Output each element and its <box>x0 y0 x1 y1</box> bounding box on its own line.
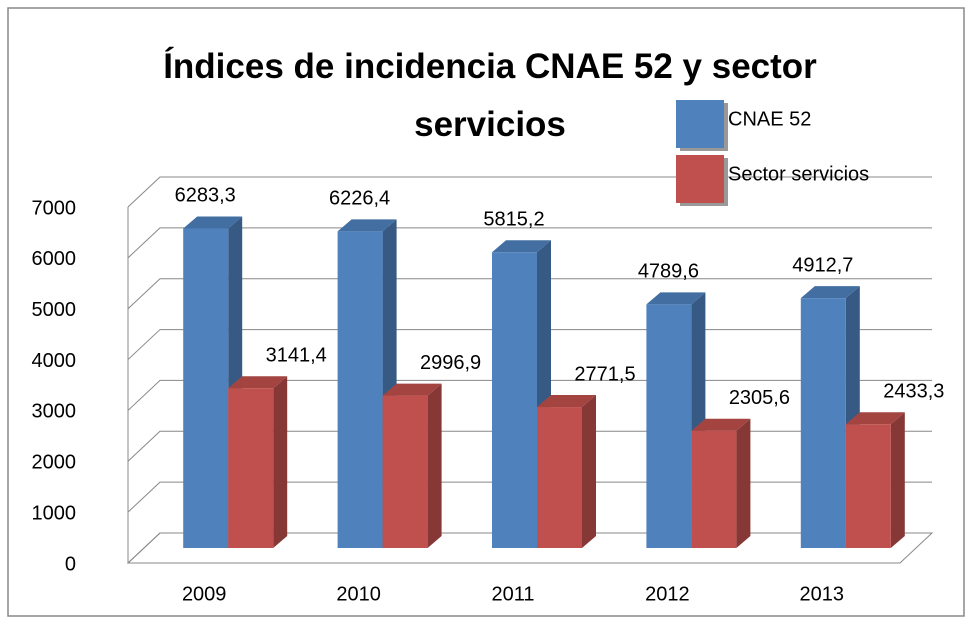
x-tick-label: 2012 <box>645 583 690 605</box>
x-tick-label: 2010 <box>336 583 381 605</box>
legend-label: CNAE 52 <box>728 108 811 130</box>
plot-area: 0 1000 2000 3000 4000 5000 6000 7000 2009 6283,3 3… <box>32 176 944 605</box>
bar-top <box>337 219 397 232</box>
bar-front <box>537 407 582 548</box>
bar-top <box>183 216 243 229</box>
y-tick-label: 0 <box>65 553 76 575</box>
bar-top <box>537 395 596 408</box>
data-label: 2305,6 <box>729 387 790 409</box>
bar-front <box>646 304 692 548</box>
data-label: 6226,4 <box>329 188 390 210</box>
data-label: 3141,4 <box>266 345 327 367</box>
data-label: 4789,6 <box>638 261 699 283</box>
bar-front <box>845 424 891 548</box>
legend-swatch <box>676 100 724 148</box>
bar-top <box>646 292 706 305</box>
grid-line <box>127 176 932 208</box>
bar-top <box>492 240 551 253</box>
y-tick-label: 5000 <box>32 299 77 321</box>
bar-side <box>890 412 905 548</box>
data-label: 2433,3 <box>883 381 944 403</box>
bar <box>382 383 442 548</box>
bar <box>228 376 288 548</box>
y-tick-label: 2000 <box>32 452 77 474</box>
y-tick-label: 3000 <box>32 401 77 423</box>
y-tick-label: 1000 <box>32 502 77 524</box>
bar-top <box>691 418 751 431</box>
bar-front <box>228 388 274 548</box>
grid-line <box>127 278 932 310</box>
data-label: 4912,7 <box>792 254 853 276</box>
data-label: 5815,2 <box>483 209 544 231</box>
y-tick-label: 6000 <box>32 248 77 270</box>
x-tick-label: 2011 <box>491 583 534 605</box>
bar <box>845 412 905 548</box>
x-tick-label: 2009 <box>182 583 227 605</box>
bar <box>691 418 751 548</box>
data-label: 2771,5 <box>574 363 635 385</box>
legend-swatch <box>676 155 724 203</box>
bar-front <box>800 298 846 548</box>
data-label: 6283,3 <box>175 185 236 207</box>
bar-side <box>273 376 288 548</box>
bar-side <box>427 383 442 548</box>
chart-title: Índices de incidencia CNAE 52 y sector s… <box>163 47 817 144</box>
bar-front <box>492 252 537 548</box>
bar-top <box>845 412 905 425</box>
bar-front <box>337 231 383 548</box>
bar-front <box>382 395 428 548</box>
grid-line <box>127 227 932 259</box>
bar-top <box>228 376 288 389</box>
bar-side <box>582 395 596 548</box>
bar-front <box>691 430 737 548</box>
bar-top <box>382 383 442 396</box>
x-tick-label: 2013 <box>800 583 845 605</box>
bar <box>537 395 596 548</box>
data-label: 2996,9 <box>420 352 481 374</box>
bar-side <box>736 418 751 548</box>
bar-top <box>800 286 860 299</box>
y-tick-label: 7000 <box>32 197 77 219</box>
legend-label: Sector servicios <box>728 163 869 185</box>
bar-front <box>183 228 229 548</box>
y-tick-label: 4000 <box>32 350 77 372</box>
